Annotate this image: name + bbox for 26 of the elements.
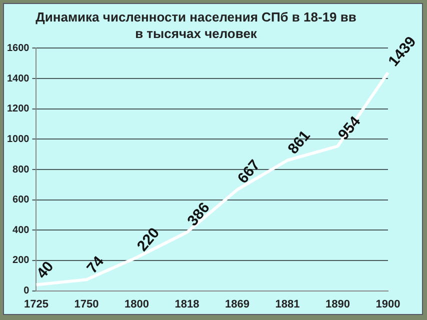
x-tick-label: 1818: [174, 298, 200, 310]
y-tick-label: 1000: [6, 134, 30, 145]
x-tick-label: 1869: [225, 298, 250, 310]
y-tick-label: 1400: [6, 73, 30, 84]
x-tick-label: 1800: [124, 298, 149, 310]
data-label: 667: [234, 156, 264, 187]
y-tick-label: 600: [12, 194, 30, 206]
y-tick-label: 1600: [6, 42, 30, 54]
x-tick-label: 1900: [376, 298, 400, 310]
data-label: 386: [184, 199, 214, 230]
x-tick-label: 1750: [74, 298, 99, 310]
data-label: 861: [284, 127, 314, 158]
x-tick-label: 1881: [275, 298, 300, 310]
x-tick-label: 1890: [326, 298, 350, 310]
data-label: 954: [334, 112, 364, 144]
chart-subtitle: в тысячах человек: [135, 26, 258, 41]
data-label: 40: [33, 258, 58, 282]
y-tick-label: 1200: [6, 104, 30, 115]
data-label: 220: [134, 224, 164, 255]
y-tick-label: 800: [12, 164, 30, 176]
y-tick-label: 400: [12, 224, 30, 236]
y-tick-label: 0: [24, 286, 30, 297]
chart-title: Динамика численности населения СПб в 18-19 вв: [36, 9, 356, 24]
y-tick-label: 200: [12, 255, 30, 266]
data-label: 74: [84, 252, 108, 277]
x-tick-label: 1725: [24, 298, 48, 310]
